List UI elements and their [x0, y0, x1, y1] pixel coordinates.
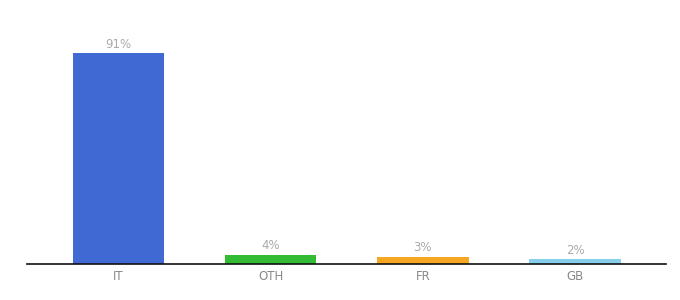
Text: 4%: 4%: [261, 239, 280, 252]
Text: 2%: 2%: [566, 244, 584, 256]
Text: 91%: 91%: [105, 38, 131, 51]
Bar: [377, 257, 469, 264]
Bar: [73, 53, 164, 264]
Bar: [225, 255, 316, 264]
Text: 3%: 3%: [413, 241, 432, 254]
Bar: [530, 260, 621, 264]
